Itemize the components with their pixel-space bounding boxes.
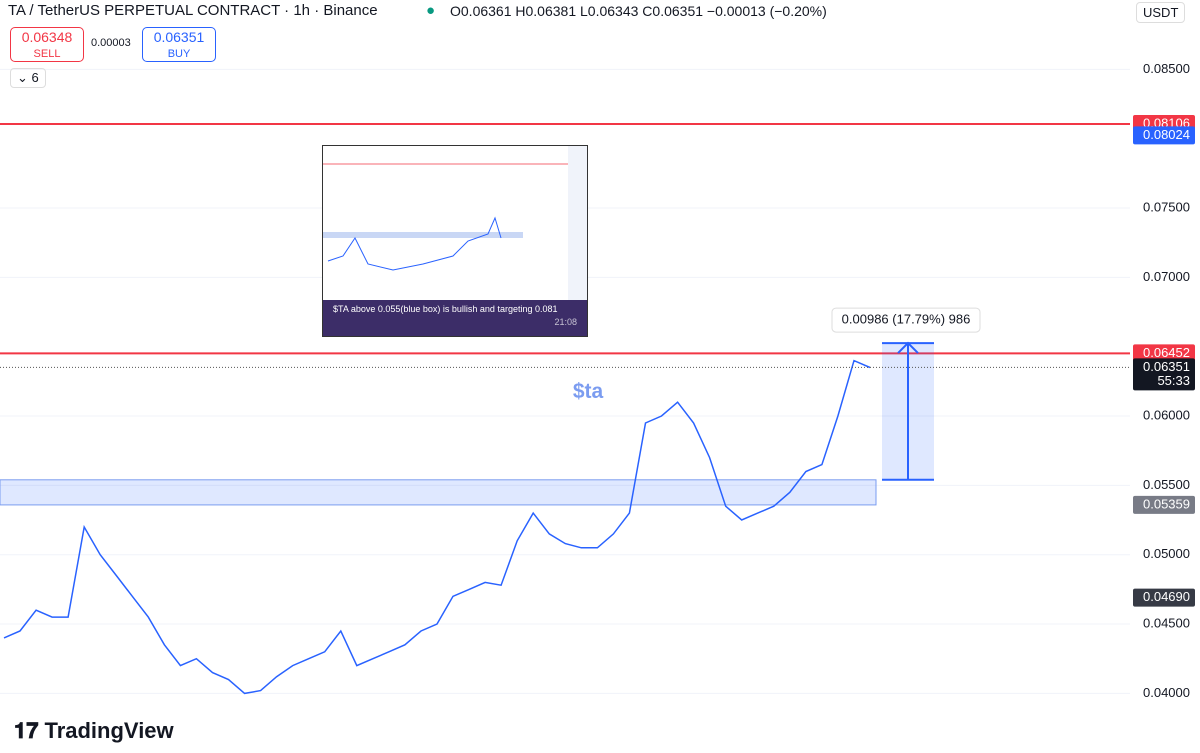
logo: 𝟏𝟕 TradingView: [14, 718, 174, 743]
price-badge: [1133, 344, 1195, 363]
y-tick-label: 0.04500: [1143, 615, 1190, 630]
sell-label: SELL: [33, 48, 61, 60]
buy-label: BUY: [167, 48, 191, 60]
price-badge: [1133, 588, 1195, 607]
symbol: TA / TetherUS PERPETUAL CONTRACT · 1h · …: [8, 2, 378, 19]
countdown: 55:33: [1157, 373, 1190, 388]
inset-caption-box: $TA above 0.055(blue box) is bullish and…: [323, 300, 587, 336]
price-line-series: [3, 359, 871, 695]
measure-label: 0.00986 (17.79%) 986: [842, 312, 971, 327]
status-dot: ●: [426, 2, 436, 19]
price-badge: [1133, 358, 1195, 391]
price-badge-label: 0.08024: [1143, 127, 1190, 142]
y-tick-label: 0.04000: [1143, 685, 1190, 700]
measure-arrowhead: [897, 341, 919, 354]
buy-button[interactable]: 0.06351 BUY: [142, 27, 216, 62]
open: O0.06361: [450, 3, 512, 19]
change: −0.00013 (−0.20%): [706, 3, 827, 19]
price-badge-label: 0.04690: [1143, 589, 1190, 604]
close: C0.06351: [642, 3, 704, 19]
logo-text: TradingView: [44, 718, 174, 743]
y-tick-label: 0.07500: [1143, 199, 1190, 214]
inset-chart: [323, 146, 587, 300]
low: L0.06343: [580, 3, 639, 19]
inset-caption: $TA above 0.055(blue box) is bullish and…: [333, 304, 558, 314]
buy-price: 0.06351: [153, 29, 205, 45]
y-tick-label: 0.08500: [1143, 61, 1190, 76]
inset-screenshot: $TA above 0.055(blue box) is bullish and…: [322, 145, 588, 337]
spread: 0.00003: [91, 37, 131, 49]
price-badge-label: 0.05359: [1143, 496, 1190, 511]
price-badge-label: 0.06452: [1143, 345, 1190, 360]
ohlc: O0.06361 H0.06381 L0.06343 C0.06351 −0.0…: [450, 3, 827, 19]
annotation: $ta: [573, 380, 604, 403]
price-badge-label: 0.06351: [1143, 359, 1190, 374]
y-tick-label: 0.05000: [1143, 546, 1190, 561]
y-tick-label: 0.06000: [1143, 407, 1190, 422]
currency[interactable]: USDT: [1136, 2, 1186, 23]
y-tick-label: 0.05500: [1143, 477, 1190, 492]
sell-button[interactable]: 0.06348 SELL: [10, 27, 84, 62]
indicator-count: 6: [31, 70, 39, 85]
measure-label-box: [831, 307, 981, 333]
sell-price: 0.06348: [21, 29, 73, 45]
zone: [0, 479, 877, 506]
inset-time: 21:08: [554, 317, 577, 327]
high: H0.06381: [515, 3, 577, 19]
price-badge: [1133, 126, 1195, 145]
price-badge: [1133, 495, 1195, 514]
y-tick-label: 0.07000: [1143, 269, 1190, 284]
indicator-toggle[interactable]: ⌄ 6: [10, 68, 46, 88]
